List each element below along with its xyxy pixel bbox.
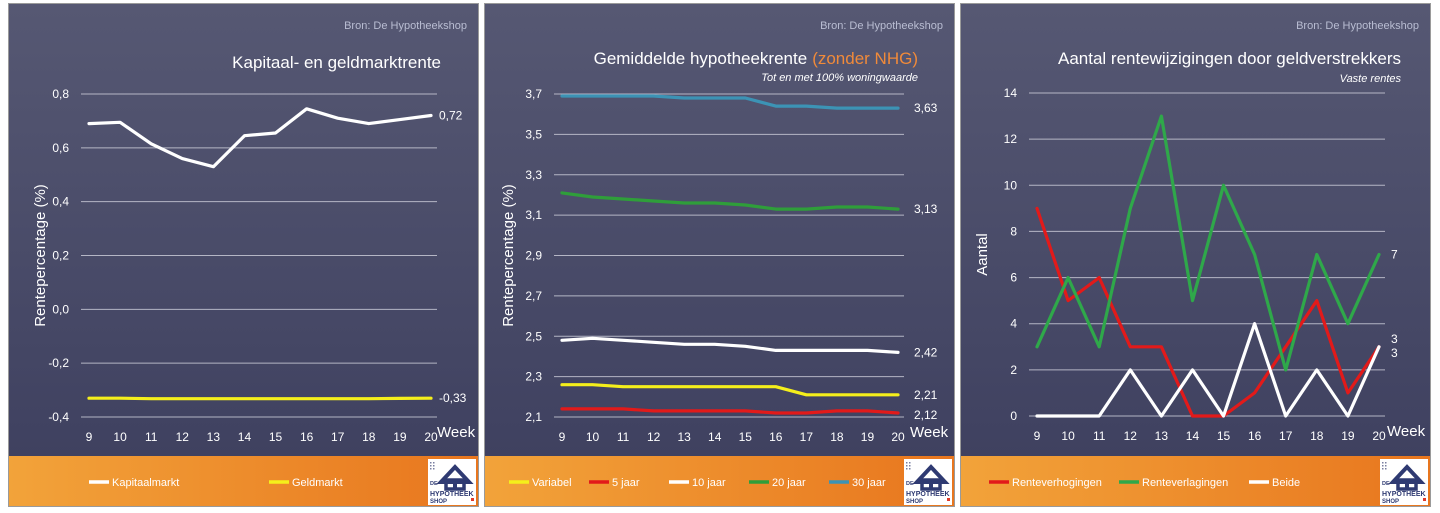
- series-line-beide: [1035, 322, 1381, 418]
- logo-text: HYPOTHEEK: [1382, 491, 1426, 498]
- series-line-renteverhogingen: [1035, 206, 1381, 418]
- legend-bar: [485, 456, 954, 506]
- chart-panel-rentewijzigingen: Bron: De Hypotheekshop Aantal rentewijzig…: [960, 3, 1431, 507]
- series-line-10-jaar: [560, 336, 900, 354]
- legend-bar: [9, 456, 478, 506]
- series-line-geldmarkt: [87, 396, 433, 401]
- series-line-5-jaar: [560, 407, 900, 415]
- legend-bar: [961, 456, 1430, 506]
- chart-panel-kapitaal-geldmarktrente: Bron: De Hypotheekshop Kapitaal- en geldm…: [8, 3, 479, 507]
- logo-text: SHOP: [1382, 499, 1399, 505]
- series-line-renteverlagingen: [1035, 114, 1381, 372]
- logo-text: SHOP: [906, 499, 923, 505]
- chart-panel-gemiddelde-hypotheekrente: Bron: De Hypotheekshop Gemiddelde hypothe…: [484, 3, 955, 507]
- series-line-30-jaar: [560, 94, 900, 110]
- logo-text: HYPOTHEEK: [906, 491, 950, 498]
- plot-background: [961, 4, 1430, 456]
- logo-text: DE: [1382, 481, 1390, 487]
- plot-background: [9, 4, 478, 456]
- logo-text: SHOP: [430, 499, 447, 505]
- plot-background: [485, 4, 954, 456]
- series-line-kapitaalmarkt: [87, 107, 433, 169]
- logo-text: DE: [906, 481, 914, 487]
- logo-text: HYPOTHEEK: [430, 491, 474, 498]
- series-line-variabel: [560, 383, 900, 397]
- series-line-20-jaar: [560, 191, 900, 211]
- logo-text: DE: [430, 481, 438, 487]
